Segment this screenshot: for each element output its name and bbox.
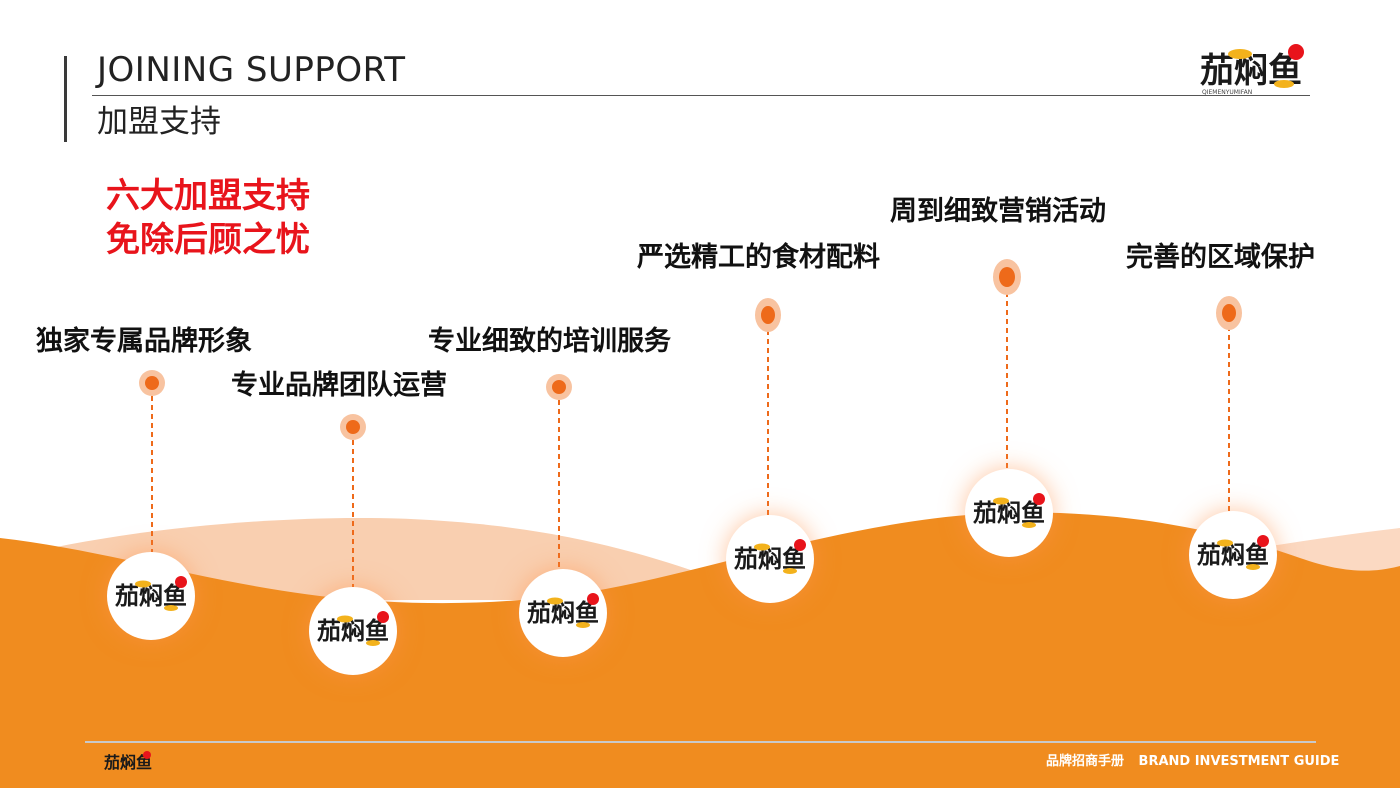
brand-logo-icon: 茄焖鱼 QIEMENYUMIFAN (1200, 44, 1304, 96)
timeline-dots (139, 259, 1242, 440)
header-accent-bar (64, 56, 67, 142)
logo-badge-5: 茄焖鱼 (965, 469, 1053, 557)
svg-text:茄焖鱼: 茄焖鱼 (317, 617, 389, 645)
svg-text:茄焖鱼: 茄焖鱼 (1197, 541, 1269, 569)
logo-badge-1: 茄焖鱼 (107, 552, 195, 640)
support-label-6: 完善的区域保护 (1126, 242, 1315, 273)
support-label-1: 独家专属品牌形象 (36, 326, 252, 357)
wave-main (0, 512, 1400, 788)
svg-text:茄焖鱼: 茄焖鱼 (527, 599, 599, 627)
page-title-cn: 加盟支持 (97, 104, 221, 140)
logo-badge-3: 茄焖鱼 (519, 569, 607, 657)
header-divider (92, 95, 1310, 96)
svg-text:茄焖鱼: 茄焖鱼 (973, 499, 1045, 527)
brand-logo-icon: 茄焖鱼 (115, 576, 187, 611)
slogan-line-1: 六大加盟支持 (106, 176, 310, 216)
svg-text:茄焖鱼: 茄焖鱼 (103, 753, 152, 772)
svg-text:茄焖鱼: 茄焖鱼 (115, 582, 187, 610)
footer-en: BRAND INVESTMENT GUIDE (1138, 754, 1340, 769)
footer-caption: 品牌招商手册 BRAND INVESTMENT GUIDE (1046, 754, 1349, 770)
slogan-line-2: 免除后顾之忧 (106, 220, 310, 260)
brand-logo-icon: 茄焖鱼 (973, 493, 1045, 528)
slogan: 六大加盟支持 免除后顾之忧 (106, 174, 310, 262)
brand-logo-icon: 茄焖鱼 (527, 593, 599, 628)
support-label-5: 周到细致营销活动 (890, 196, 1106, 227)
logo-badge-6: 茄焖鱼 (1189, 511, 1277, 599)
logo-badge-4: 茄焖鱼 (726, 515, 814, 603)
footer-divider (85, 741, 1316, 743)
svg-text:QIEMENYUMIFAN: QIEMENYUMIFAN (1202, 89, 1252, 96)
footer-logo-icon: 茄焖鱼 (103, 751, 152, 772)
page-title-en: JOINING SUPPORT (97, 50, 406, 90)
footer-cn: 品牌招商手册 (1046, 754, 1125, 769)
brand-logo-icon: 茄焖鱼 (317, 611, 389, 646)
svg-text:茄焖鱼: 茄焖鱼 (734, 545, 806, 573)
brand-logo-icon: 茄焖鱼 (1197, 535, 1269, 570)
logo-badge-2: 茄焖鱼 (309, 587, 397, 675)
support-label-4: 严选精工的食材配料 (637, 242, 880, 273)
support-label-3: 专业细致的培训服务 (428, 326, 671, 357)
support-label-2: 专业品牌团队运营 (231, 370, 447, 401)
brand-logo-icon: 茄焖鱼 (734, 539, 806, 574)
